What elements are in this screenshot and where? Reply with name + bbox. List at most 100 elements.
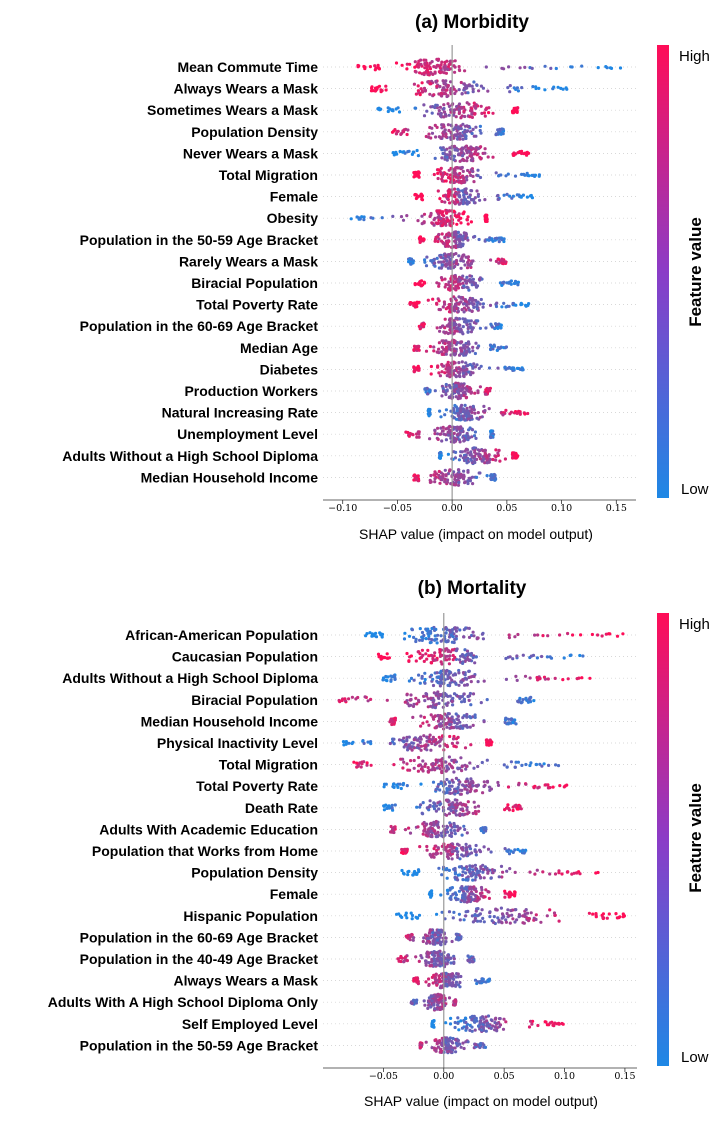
shap-point [471,346,474,349]
shap-point [601,634,604,637]
shap-point [581,654,584,657]
shap-point [576,677,579,680]
shap-point [435,957,438,960]
shap-point [463,320,466,323]
shap-point [463,375,466,378]
shap-point [459,135,462,138]
shap-point [537,87,540,90]
shap-point [430,822,433,825]
shap-point [386,675,389,678]
shap-point [467,201,470,204]
shap-point [550,657,553,660]
shap-point [447,288,450,291]
shap-point [468,171,471,174]
shap-point [596,871,599,874]
shap-point [472,885,475,888]
shap-point [442,260,445,263]
shap-point [434,706,437,709]
shap-point [384,85,387,88]
shap-point [452,155,455,158]
feature-label: Population in the 60-69 Age Bracket [80,318,319,334]
shap-point [475,319,478,322]
shap-point [439,943,442,946]
shap-point [461,308,464,311]
shap-point [471,310,474,313]
shap-point [451,700,454,703]
shap-point [427,64,430,67]
shap-point [440,370,443,373]
shap-point [386,652,389,655]
x-tick-label: 0.05 [496,503,517,514]
shap-point [557,764,560,767]
shap-point [397,106,400,109]
shap-point [440,276,443,279]
shap-point [447,344,450,347]
shap-point [460,127,463,130]
shap-point [437,975,440,978]
shap-point [487,848,490,851]
shap-point [455,630,458,633]
shap-point [402,219,405,222]
shap-point [474,437,477,440]
mortality-panel: (b) Mortality African-American Populatio… [48,578,710,1109]
shap-point [466,279,469,282]
shap-point [423,672,426,675]
shap-point [414,171,417,174]
shap-point [521,698,524,701]
feature-label: Hispanic Population [183,908,318,924]
shap-point [496,916,499,919]
shap-point [452,745,455,748]
shap-point [455,799,458,802]
shap-point [456,843,459,846]
colorbar-title: Feature value [686,217,705,327]
shap-point [471,85,474,88]
shap-point [437,807,440,810]
shap-point [570,873,573,876]
shap-point [445,353,448,356]
shap-point [471,482,474,485]
shap-point [433,1007,436,1010]
shap-point [597,66,600,69]
shap-point [445,770,448,773]
shap-point [435,852,438,855]
shap-point [456,200,459,203]
shap-point [409,258,412,261]
shap-point [461,154,464,157]
shap-point [520,173,523,176]
shap-point [554,677,557,680]
shap-point [430,221,433,224]
shap-point [490,473,493,476]
shap-point [617,916,620,919]
shap-point [410,654,413,657]
shap-point [473,412,476,415]
shap-point [391,131,394,134]
shap-point [444,133,447,136]
shap-point [445,937,448,940]
shap-point [439,146,442,149]
shap-point [385,679,388,682]
shap-point [424,743,427,746]
shap-point [459,221,462,224]
shap-point [466,129,469,132]
shap-point [402,737,405,740]
feature-label: Always Wears a Mask [174,973,319,989]
shap-point [387,805,390,808]
shap-point [461,92,464,95]
shap-point [519,151,522,154]
shap-point [398,738,401,741]
shap-point [418,914,421,917]
shap-point [475,84,478,87]
shap-point [486,238,489,241]
shap-point [536,869,539,872]
shap-point [416,149,419,152]
shap-point [437,867,440,870]
shap-point [411,917,414,920]
shap-point [391,675,394,678]
shap-point [445,383,448,386]
shap-point [446,219,449,222]
shap-point [416,825,419,828]
shap-point [433,217,436,220]
shap-point [501,912,504,915]
shap-point [408,743,411,746]
